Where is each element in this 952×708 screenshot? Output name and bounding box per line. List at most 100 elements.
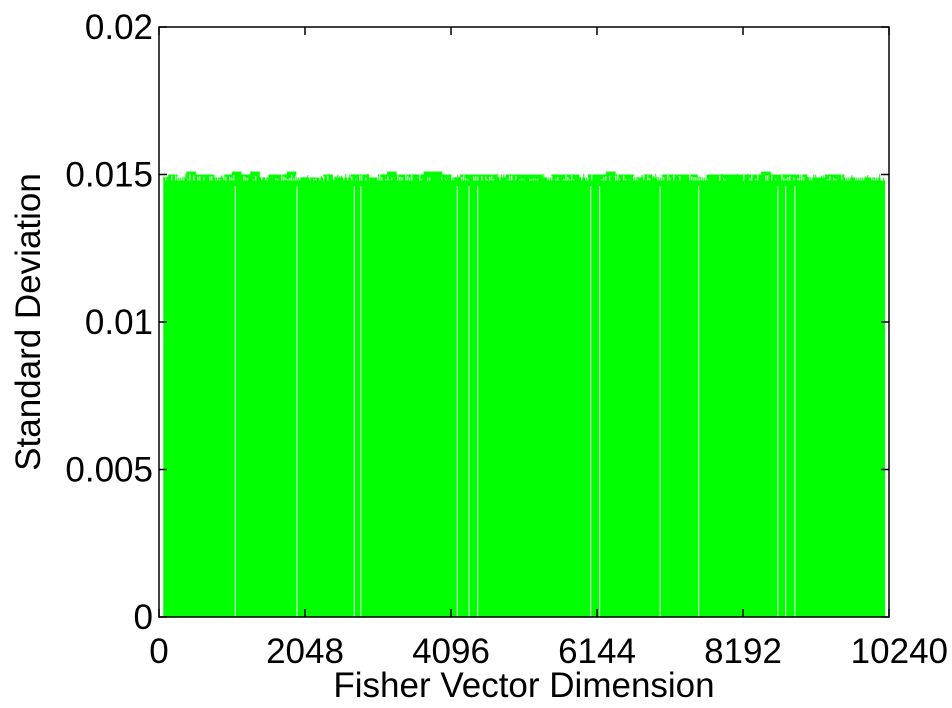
bar-top-texture [677,176,678,180]
bar-top-texture [359,175,360,180]
bar-top-texture [705,175,706,180]
bar-top-texture [479,178,480,180]
bar-top-texture [589,174,590,180]
bar-top-texture [241,175,242,180]
bar-top-texture [375,178,376,181]
bar [624,175,634,618]
bar-top-texture [429,178,430,181]
bar [497,177,507,617]
bar-series [163,172,885,617]
bar-top-texture [829,176,830,180]
bar-top-texture [233,175,234,180]
bar-top-texture [597,176,598,180]
bar-top-texture [737,174,738,180]
bar [287,172,297,617]
bar [643,175,653,618]
bar-top-texture [171,176,172,181]
bar-top-texture [391,177,392,180]
bar-top-texture [817,179,818,181]
bar-top-texture [781,175,782,181]
bar-top-texture [387,177,388,181]
bar-top-texture [565,175,566,181]
bar-top-texture [593,177,594,180]
bar [460,175,470,618]
bar-top-texture [465,178,466,180]
bar-top-texture [795,176,796,181]
bar-top-texture [511,176,512,181]
bar [825,175,835,618]
bar-top-texture [611,178,612,180]
bar-top-texture [167,177,168,181]
bar-top-texture [445,179,446,181]
bar-top-texture [693,177,694,180]
bar [789,175,799,618]
bar-top-texture [457,175,458,181]
bar-top-texture [583,174,584,181]
bar-top-texture [467,179,468,180]
bar-top-texture [777,177,778,181]
bar-top-texture [769,179,770,181]
bar [707,175,717,618]
bar-top-texture [449,176,450,180]
bar-top-texture [493,179,494,181]
bar-top-texture [253,179,254,180]
bar-top-texture [177,176,178,180]
bar-top-texture [627,178,628,181]
bar-top-texture [469,177,470,180]
bar-top-texture [587,178,588,181]
bar-top-texture [631,178,632,180]
bar-top-texture [545,177,546,180]
bar-top-texture [643,174,644,181]
bar-top-texture [205,179,206,180]
bar-top-texture [637,179,638,181]
bar-top-texture [527,176,528,180]
bar-top-texture [179,175,180,180]
bar [259,177,269,617]
y-tick-label: 0 [134,598,153,637]
bar [770,175,780,618]
bar-top-texture [505,176,506,180]
bar [862,177,872,617]
bar [570,175,580,618]
bar-top-texture [425,176,426,181]
bar-top-texture [501,174,502,180]
bar [834,175,844,618]
bar [780,175,790,618]
bar [880,180,885,617]
y-tick-label: 0.005 [65,451,153,490]
bar [323,175,333,618]
bar-top-texture [215,179,216,181]
bar [743,175,753,618]
bar-top-texture [825,178,826,180]
bar-top-texture [393,179,394,180]
bar-top-texture [345,174,346,181]
bar-top-texture [691,177,692,181]
bar-top-texture [483,176,484,181]
bar-top-texture [357,177,358,181]
bar [332,177,342,617]
bar-top-texture [713,179,714,180]
bar-top-texture [847,176,848,180]
bar-top-texture [491,176,492,181]
bar-top-texture [807,177,808,181]
bar-top-texture [377,176,378,181]
bar-top-texture [839,175,840,181]
bar-top-texture [689,174,690,181]
bar-top-texture [821,176,822,181]
bar-top-texture [217,177,218,181]
bar-top-texture [211,176,212,181]
bar-top-texture [197,177,198,181]
bar [807,177,817,617]
bar-top-texture [873,179,874,181]
bar-top-texture [473,176,474,180]
bar-top-texture [347,176,348,181]
bar [250,172,260,617]
bar-top-texture [447,174,448,180]
bar [816,177,826,617]
bar-top-texture [853,179,854,181]
bar-top-texture [213,175,214,181]
bar-top-texture [595,178,596,180]
bar-top-texture [881,179,882,181]
bar-top-texture [831,174,832,180]
bar-top-texture [679,176,680,180]
